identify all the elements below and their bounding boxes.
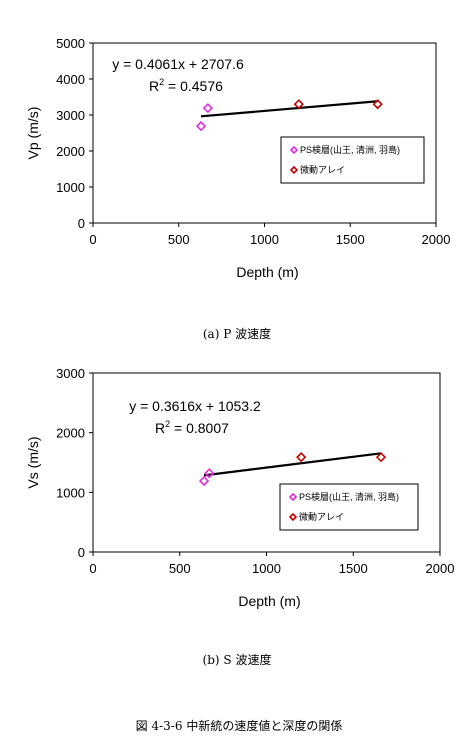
y-tick-label: 5000 [56,36,85,51]
x-tick-label: 2000 [426,561,455,576]
x-axis-label: Depth (m) [236,264,298,280]
trendline-equation: y = 0.4061x + 2707.6 [112,56,244,72]
subfigure-caption: (b) S 波速度 [203,652,272,667]
y-tick-label: 2000 [56,426,85,441]
ps-logging-point [204,468,215,479]
legend-label: 微動アレイ [299,511,344,522]
legend-label: 微動アレイ [300,164,345,175]
x-axis-label: Depth (m) [238,593,300,609]
legend: PS検層(山王, 清洲, 羽島) 微動アレイ [280,136,425,184]
legend-marker-ps [288,492,298,502]
ps-logging-point [198,475,210,487]
x-tick-label: 0 [89,561,96,576]
legend-marker-array [289,165,299,175]
r-squared-label: R2 = 0.8007 [155,419,229,436]
trendline-equation: y = 0.3616x + 1053.2 [129,398,261,414]
x-tick-label: 2000 [422,232,451,247]
legend: PS検層(山王, 清洲, 羽島) 微動アレイ [279,483,419,531]
chart-vs: 0 1000 2000 3000 0 500 1000 1500 2000 Depth (m) Vs… [25,366,454,667]
chart-vp: 0 1000 2000 3000 4000 5000 0 500 1000 1500 2000 Dep… [25,36,450,341]
y-tick-label: 2000 [56,144,85,159]
legend-box [280,136,425,184]
y-tick-label: 0 [78,545,85,560]
legend-label: PS検層(山王, 清洲, 羽島) [300,144,400,155]
microtremor-array-point [372,99,383,110]
y-axis-label: Vp (m/s) [25,107,41,160]
microtremor-array-point [375,451,387,463]
x-tick-label: 1000 [250,232,279,247]
x-tick-label: 1500 [339,561,368,576]
y-tick-label: 4000 [56,72,85,87]
subfigure-caption: (a) P 波速度 [203,326,271,341]
microtremor-array-point [293,99,304,110]
y-tick-label: 1000 [56,180,85,195]
ps-logging-point [202,103,214,114]
y-tick-label: 0 [78,216,85,231]
figure-caption: 図 4-3-6 中新統の速度値と深度の関係 [136,718,343,733]
y-tick-label: 3000 [56,366,85,381]
x-tick-label: 1000 [252,561,281,576]
x-tick-label: 500 [169,561,191,576]
x-tick-label: 0 [89,232,96,247]
trendline [200,100,378,118]
x-tick-label: 1500 [336,232,365,247]
x-tick-label: 500 [168,232,190,247]
trendline [203,452,382,477]
r-squared-label: R2 = 0.4576 [149,77,223,94]
legend-label: PS検層(山王, 清洲, 羽島) [299,491,399,502]
legend-box [279,483,419,531]
microtremor-array-point [296,451,307,463]
legend-marker-ps [289,145,299,155]
y-axis-label: Vs (m/s) [25,436,41,488]
y-tick-label: 1000 [56,485,85,500]
y-tick-label: 3000 [56,108,85,123]
legend-marker-array [288,512,298,522]
ps-logging-point [195,121,207,132]
